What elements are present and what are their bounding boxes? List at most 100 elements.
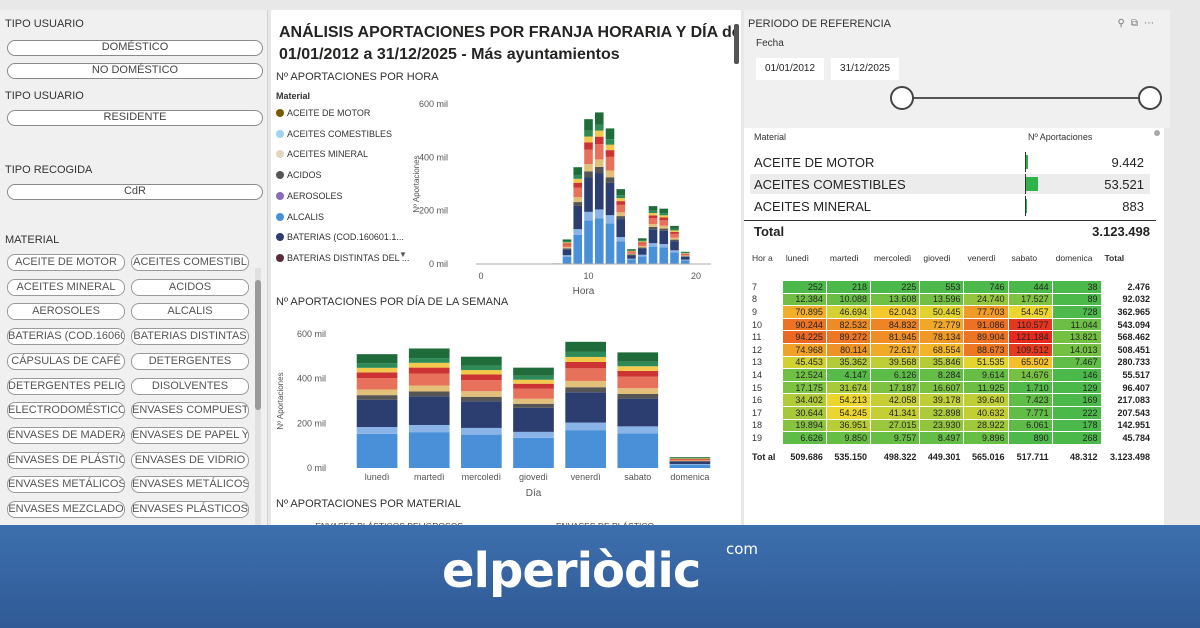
day-bar-segment[interactable] — [356, 354, 398, 364]
day-bar-segment[interactable] — [356, 395, 398, 400]
hour-bar-segment[interactable] — [584, 211, 593, 221]
matrix-header-cell[interactable]: venerdì — [963, 246, 1009, 281]
matrix-header-cell[interactable]: mercoledì — [869, 246, 921, 281]
hour-bar-segment[interactable] — [680, 254, 690, 256]
filter-button-no-domestico[interactable]: NO DOMÉSTICO — [7, 63, 263, 79]
hour-bar-segment[interactable] — [573, 234, 583, 264]
hour-bar-segment[interactable] — [616, 201, 626, 205]
hour-bar-segment[interactable] — [670, 237, 679, 240]
hour-bar-segment[interactable] — [573, 178, 583, 183]
material-filter-pill[interactable]: ENVASES DE PLÁSTIC — [7, 451, 125, 469]
day-bar-segment[interactable] — [356, 378, 398, 390]
hour-bar-segment[interactable] — [616, 212, 626, 217]
material-filter-pill[interactable]: ENVASES METÁLICOS — [7, 476, 125, 494]
hour-bar-segment[interactable] — [659, 220, 669, 226]
matrix-header-cell[interactable]: sabato — [1007, 246, 1053, 281]
hour-bar-segment[interactable] — [562, 242, 572, 244]
day-bar-segment[interactable] — [513, 375, 554, 380]
day-bar-segment[interactable] — [461, 396, 502, 402]
hour-bar-segment[interactable] — [659, 208, 669, 214]
legend-item[interactable]: BATERIAS DISTINTAS DEL ... — [276, 253, 409, 263]
hour-bar-segment[interactable] — [670, 228, 679, 231]
day-bar-segment[interactable] — [461, 391, 502, 397]
hour-bar-segment[interactable] — [648, 206, 658, 211]
day-bar-segment[interactable] — [565, 356, 606, 363]
legend-item[interactable]: ACEITE DE MOTOR — [276, 108, 370, 118]
hour-bar-segment[interactable] — [594, 130, 604, 137]
day-bar-segment[interactable] — [461, 365, 502, 371]
day-bar-segment[interactable] — [565, 392, 606, 423]
hour-bar-segment[interactable] — [659, 247, 669, 264]
day-bar-segment[interactable] — [461, 370, 502, 375]
day-bar-segment[interactable] — [565, 341, 606, 352]
hour-bar-segment[interactable] — [605, 156, 615, 171]
day-bar-segment[interactable] — [565, 362, 606, 369]
matrix-row[interactable]: 11 94.225 89.272 81.945 78.134 89.904 121.184 1… — [748, 330, 1154, 344]
material-filter-pill[interactable]: DETERGENTES PELIG — [7, 377, 125, 395]
hour-bar-segment[interactable] — [573, 167, 583, 175]
filter-button-residente[interactable]: RESIDENTE — [7, 110, 263, 126]
hour-bar-segment[interactable] — [562, 248, 572, 250]
hour-bar-segment[interactable] — [573, 205, 583, 230]
material-filter-pill[interactable]: ACEITES MINERAL — [7, 278, 125, 296]
material-filter-pill[interactable]: CÁPSULAS DE CAFÉ — [7, 352, 125, 370]
hour-bar-segment[interactable] — [648, 226, 658, 230]
hour-bar-segment[interactable] — [584, 177, 593, 212]
day-bar-segment[interactable] — [408, 367, 450, 374]
day-bar-segment[interactable] — [669, 459, 711, 461]
hour-bar-segment[interactable] — [637, 238, 647, 241]
hour-bar-segment[interactable] — [584, 220, 593, 264]
hour-bar-segment[interactable] — [637, 240, 647, 242]
hour-bar-segment[interactable] — [594, 124, 604, 131]
hour-bar-segment[interactable] — [616, 198, 626, 202]
matrix-header-cell[interactable]: martedì — [825, 246, 871, 281]
material-filter-pill[interactable]: BATERIAS (COD.16060 — [7, 328, 125, 346]
hour-bar-segment[interactable] — [594, 166, 604, 174]
hour-bar-segment[interactable] — [605, 150, 615, 157]
material-filter-pill[interactable]: DISOLVENTES — [131, 377, 249, 395]
hour-bar-segment[interactable] — [637, 243, 647, 247]
hour-bar-segment[interactable] — [627, 250, 636, 251]
hour-bar-segment[interactable] — [584, 119, 593, 131]
hour-bar-segment[interactable] — [648, 246, 658, 264]
day-bar-segment[interactable] — [408, 424, 450, 433]
hour-bar-segment[interactable] — [648, 218, 658, 225]
day-bar-segment[interactable] — [513, 437, 554, 468]
hour-bar-segment[interactable] — [627, 255, 636, 259]
matrix-row[interactable]: 12 74.968 80.114 72.617 68.554 88.673 109.512 1… — [748, 342, 1154, 357]
day-bar-segment[interactable] — [461, 401, 502, 428]
filter-button-cdr[interactable]: CdR — [7, 184, 263, 200]
hour-bar-segment[interactable] — [573, 197, 583, 203]
hour-bar-segment[interactable] — [627, 251, 636, 253]
legend-scroll-down-icon[interactable]: ▼ — [399, 250, 407, 259]
date-slider-end-handle[interactable] — [1138, 86, 1162, 110]
material-filter-pill[interactable]: ENVASES MEZCLADO — [7, 501, 125, 518]
hour-bar-segment[interactable] — [670, 252, 679, 264]
hour-bar-segment[interactable] — [562, 249, 572, 256]
table-scroll-icon[interactable] — [1154, 130, 1160, 136]
hour-bar-segment[interactable] — [573, 182, 583, 188]
day-bar-segment[interactable] — [408, 385, 450, 392]
material-filter-pill[interactable]: ENVASES DE VIDRIO — [131, 451, 249, 469]
hour-bar-segment[interactable] — [605, 177, 615, 183]
hour-bar-segment[interactable] — [605, 223, 615, 264]
matrix-row[interactable]: 15 17.175 31.674 17.187 16.607 11.925 1.710 129… — [748, 380, 1154, 395]
hour-bar-segment[interactable] — [627, 253, 636, 255]
hour-bar-segment[interactable] — [594, 218, 604, 264]
day-bar-segment[interactable] — [617, 426, 659, 434]
material-filter-pill[interactable]: BATERIAS DISTINTAS — [131, 328, 249, 346]
day-bar-segment[interactable] — [408, 348, 450, 359]
matrix-header-cell[interactable]: Total — [1100, 246, 1154, 281]
day-bar-segment[interactable] — [565, 422, 606, 431]
day-bar-segment[interactable] — [408, 373, 450, 386]
legend-item[interactable]: ALCALIS — [276, 212, 324, 222]
material-filter-pill[interactable]: ENVASES COMPUEST — [131, 402, 249, 420]
legend-item[interactable]: ACEITES COMESTIBLES — [276, 129, 392, 139]
visual-header-icons[interactable]: ⚲⧉⋯ — [1118, 18, 1160, 29]
hour-bar-segment[interactable] — [616, 216, 626, 220]
date-slider-start-handle[interactable] — [890, 86, 914, 110]
material-table-row[interactable]: ACEITES COMESTIBLES 53.521 — [750, 174, 1150, 194]
hour-bar-segment[interactable] — [659, 244, 669, 248]
day-bar-segment[interactable] — [408, 396, 450, 425]
hour-bar-segment[interactable] — [637, 256, 647, 264]
